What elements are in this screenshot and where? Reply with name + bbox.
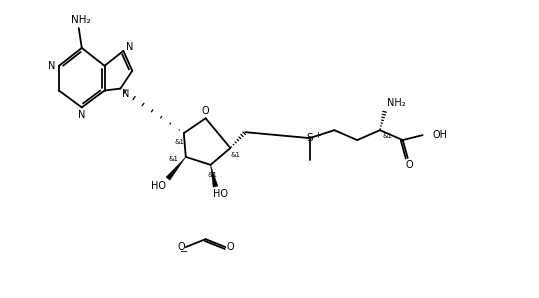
Text: O: O <box>406 160 413 170</box>
Text: NH₂: NH₂ <box>71 15 91 25</box>
Text: &1: &1 <box>383 133 393 139</box>
Text: &1: &1 <box>230 152 240 158</box>
Text: &1: &1 <box>175 139 185 145</box>
Text: S: S <box>306 133 313 143</box>
Text: &1: &1 <box>169 156 179 162</box>
Text: NH₂: NH₂ <box>388 98 406 108</box>
Text: HO: HO <box>150 181 165 191</box>
Text: N: N <box>122 89 129 99</box>
Polygon shape <box>211 165 218 187</box>
Text: N: N <box>126 42 133 52</box>
Text: N: N <box>78 110 86 120</box>
Text: O: O <box>202 106 210 116</box>
Text: N: N <box>49 61 56 71</box>
Text: O: O <box>226 242 234 252</box>
Text: +: + <box>315 131 321 140</box>
Polygon shape <box>166 157 186 180</box>
Text: HO: HO <box>213 189 228 198</box>
Text: OH: OH <box>432 130 447 140</box>
Text: O: O <box>177 242 185 252</box>
Text: −: − <box>179 247 188 257</box>
Text: &1: &1 <box>208 172 218 178</box>
